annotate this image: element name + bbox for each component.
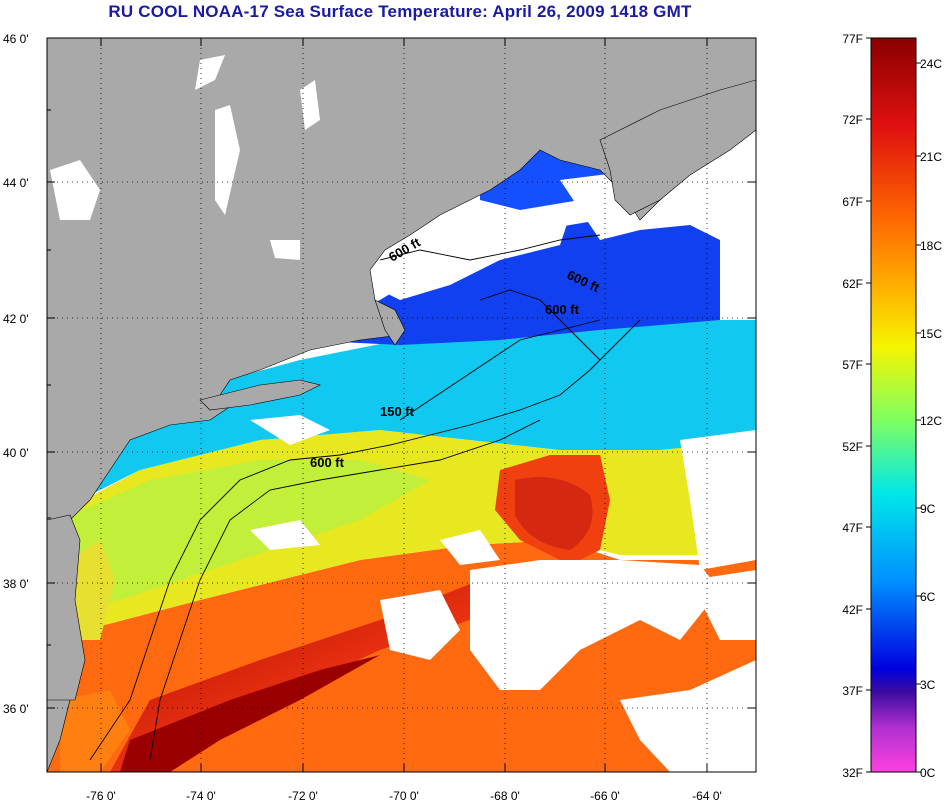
lon-label-72: -72 0' <box>288 789 318 803</box>
isobath-label: 600 ft <box>310 455 345 470</box>
cape-cod-land <box>374 299 406 346</box>
map-border <box>46 37 757 773</box>
colorbar-c-label: 0C <box>920 766 936 780</box>
lat-label-36: 36 0' <box>3 702 29 716</box>
nova-scotia-land <box>599 79 756 216</box>
colorbar-gradient <box>870 37 917 773</box>
colorbar-c-label: 12C <box>920 414 942 428</box>
colorbar-c-label: 6C <box>920 590 936 604</box>
isobath-label: 150 ft <box>380 404 415 419</box>
map-area <box>47 38 756 772</box>
lat-label-38: 38 0' <box>3 577 29 591</box>
colorbar-c-label: 24C <box>920 57 942 71</box>
colorbar-f-label: 77F <box>842 32 863 46</box>
delmarva-land <box>47 514 86 701</box>
isobath-contours <box>89 234 641 761</box>
map-title: RU COOL NOAA-17 Sea Surface Temperature:… <box>108 2 692 21</box>
colorbar-f-label: 32F <box>842 766 863 780</box>
inland-cloud <box>50 55 320 260</box>
tick-marks <box>47 37 756 772</box>
colorbar-c-label: 18C <box>920 239 942 253</box>
colorbar-f-label: 57F <box>842 358 863 372</box>
colorbar-f-label: 47F <box>842 521 863 535</box>
isobath-label: 600 ft <box>545 302 580 317</box>
colorbar-c-label: 15C <box>920 327 942 341</box>
graticule <box>47 38 756 772</box>
lon-label-74: -74 0' <box>186 789 216 803</box>
lon-label-70: -70 0' <box>389 789 419 803</box>
cloud-cover <box>250 170 756 772</box>
colorbar-c-label: 9C <box>920 502 936 516</box>
long-island-land <box>199 379 321 411</box>
colorbar-f-label: 37F <box>842 684 863 698</box>
colorbar-f-label: 52F <box>842 440 863 454</box>
colorbar-f-label: 62F <box>842 277 863 291</box>
lat-label-42: 42 0' <box>3 312 29 326</box>
temperature-colorbar: 77F 72F 67F 62F 57F 52F 47F 42F 37F 32F … <box>842 32 942 780</box>
lat-label-46: 46 0' <box>3 32 29 46</box>
lat-label-44: 44 0' <box>3 176 29 190</box>
lon-label-76: -76 0' <box>86 789 116 803</box>
latitude-labels: 46 0' 44 0' 42 0' 40 0' 38 0' 36 0' <box>3 32 29 716</box>
colorbar-c-label: 21C <box>920 150 942 164</box>
longitude-labels: -76 0' -74 0' -72 0' -70 0' -68 0' -66 0… <box>86 789 722 803</box>
lon-label-64: -64 0' <box>692 789 722 803</box>
colorbar-f-label: 42F <box>842 603 863 617</box>
colorbar-f-label: 72F <box>842 113 863 127</box>
colorbar-c-label: 3C <box>920 678 936 692</box>
colorbar-f-label: 67F <box>842 195 863 209</box>
lon-label-66: -66 0' <box>590 789 620 803</box>
lat-label-40: 40 0' <box>3 446 29 460</box>
lon-label-68: -68 0' <box>490 789 520 803</box>
